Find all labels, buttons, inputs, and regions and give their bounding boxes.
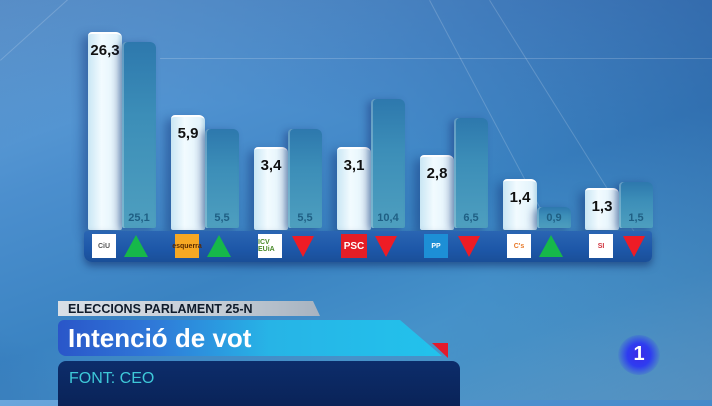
- trend-up-arrow-icon: [207, 235, 231, 257]
- bar-current-icveuia: 3,4: [254, 147, 288, 230]
- bar-previous-ciu: 25,1: [122, 42, 156, 228]
- bar-current-pp: 2,8: [420, 155, 454, 230]
- bar-previous-value-label: 5,5: [214, 212, 230, 224]
- supertitle-bar: ELECCIONS PARLAMENT 25-N: [58, 301, 320, 316]
- trend-up-arrow-icon: [124, 235, 148, 257]
- si-logo-icon: SI: [589, 234, 613, 258]
- ciutadans-logo-icon: C's: [507, 234, 531, 258]
- bar-value-label: 2,8: [426, 165, 448, 182]
- erc-logo-icon: esquerra: [172, 234, 202, 258]
- ciu-logo-icon: CiU: [92, 234, 116, 258]
- bar-previous-cs: 0,9: [537, 207, 571, 228]
- channel-number: 1: [633, 343, 645, 365]
- trend-down-arrow-icon: [375, 236, 397, 257]
- bar-current-psc: 3,1: [337, 147, 371, 230]
- bar-value-label: 1,4: [509, 189, 531, 206]
- party-legend-strip: CiU esquerra ICV EUiA PSC PP C's SI: [84, 231, 652, 262]
- bar-value-label: 3,4: [260, 157, 282, 174]
- bar-previous-value-label: 0,9: [546, 212, 562, 224]
- bar-previous-icveuia: 5,5: [288, 129, 322, 228]
- accent-triangle-icon: [432, 343, 448, 358]
- bar-previous-value-label: 1,5: [628, 212, 644, 224]
- trend-down-arrow-icon: [623, 236, 645, 257]
- bar-previous-si: 1,5: [619, 182, 653, 228]
- trend-up-arrow-icon: [539, 235, 563, 257]
- bar-current-erc: 5,9: [171, 115, 205, 230]
- background-line: [160, 58, 712, 59]
- bar-current-si: 1,3: [585, 188, 619, 230]
- source-box: FONT: CEO: [58, 361, 460, 406]
- bar-value-label: 26,3: [90, 42, 120, 59]
- pp-logo-icon: PP: [424, 234, 448, 258]
- trend-down-arrow-icon: [292, 236, 314, 257]
- bar-previous-erc: 5,5: [205, 129, 239, 228]
- title-bar: Intenció de vot: [58, 320, 442, 356]
- trend-down-arrow-icon: [458, 236, 480, 257]
- bar-previous-value-label: 10,4: [377, 212, 399, 224]
- bar-previous-value-label: 6,5: [463, 212, 479, 224]
- channel-logo: 1: [618, 335, 660, 375]
- bar-current-cs: 1,4: [503, 179, 537, 230]
- bar-current-ciu: 26,3: [88, 32, 122, 230]
- bar-value-label: 5,9: [177, 125, 199, 142]
- icv-euia-logo-icon: ICV EUiA: [258, 234, 282, 258]
- bar-value-label: 3,1: [343, 157, 365, 174]
- bar-previous-value-label: 25,1: [128, 212, 150, 224]
- bar-previous-value-label: 5,5: [297, 212, 313, 224]
- bar-previous-psc: 10,4: [371, 99, 405, 228]
- bar-value-label: 1,3: [591, 198, 613, 215]
- psc-logo-icon: PSC: [341, 234, 367, 258]
- bar-previous-pp: 6,5: [454, 118, 488, 228]
